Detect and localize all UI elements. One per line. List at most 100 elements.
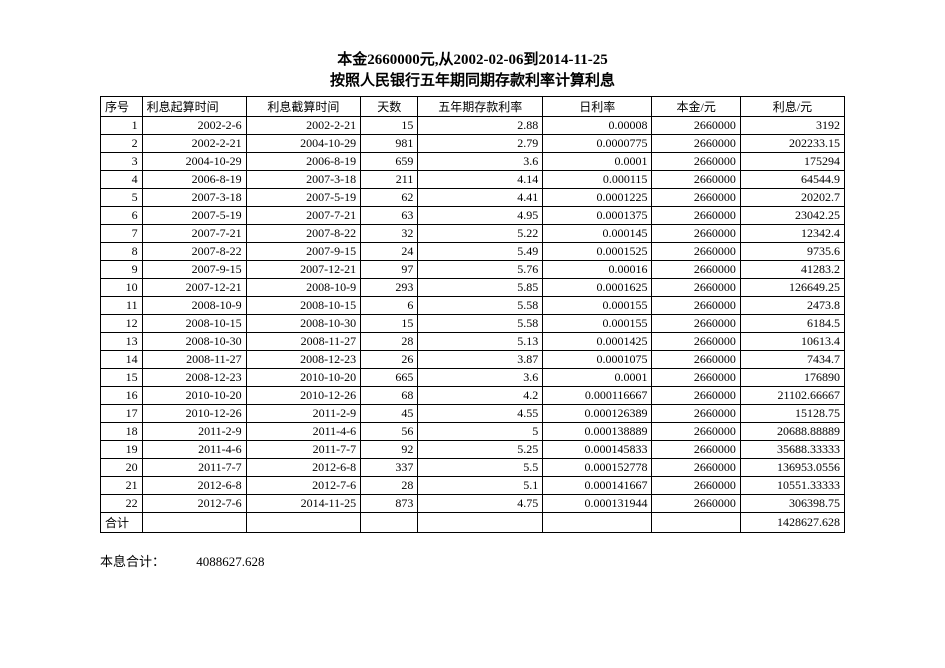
- cell: 18: [101, 423, 143, 441]
- col-end: 利息截算时间: [246, 97, 360, 117]
- cell: 4.75: [418, 495, 543, 513]
- col-start: 利息起算时间: [142, 97, 246, 117]
- cell: 5.85: [418, 279, 543, 297]
- cell: 8: [101, 243, 143, 261]
- total-row: 合计 1428627.628: [101, 513, 845, 533]
- total-blank: [652, 513, 740, 533]
- cell: 4.95: [418, 207, 543, 225]
- cell: 0.000131944: [543, 495, 652, 513]
- cell: 10551.33333: [740, 477, 844, 495]
- cell: 20202.7: [740, 189, 844, 207]
- cell: 0.000115: [543, 171, 652, 189]
- cell: 2660000: [652, 387, 740, 405]
- cell: 2002-2-21: [246, 117, 360, 135]
- cell: 2008-10-9: [142, 297, 246, 315]
- cell: 0.000155: [543, 297, 652, 315]
- cell: 2007-7-21: [142, 225, 246, 243]
- cell: 41283.2: [740, 261, 844, 279]
- cell: 2660000: [652, 423, 740, 441]
- cell: 2007-9-15: [246, 243, 360, 261]
- total-blank: [543, 513, 652, 533]
- cell: 5.1: [418, 477, 543, 495]
- cell: 3: [101, 153, 143, 171]
- cell: 2008-10-30: [246, 315, 360, 333]
- cell: 211: [361, 171, 418, 189]
- cell: 5.58: [418, 315, 543, 333]
- cell: 19: [101, 441, 143, 459]
- cell: 2660000: [652, 243, 740, 261]
- table-row: 92007-9-152007-12-21975.760.000162660000…: [101, 261, 845, 279]
- cell: 2008-11-27: [142, 351, 246, 369]
- cell: 11: [101, 297, 143, 315]
- cell: 0.000141667: [543, 477, 652, 495]
- cell: 2011-7-7: [246, 441, 360, 459]
- title-line1: 本金2660000元,从2002-02-06到2014-11-25: [100, 50, 845, 71]
- cell: 0.0000775: [543, 135, 652, 153]
- cell: 2660000: [652, 225, 740, 243]
- table-row: 12002-2-62002-2-21152.880.00008266000031…: [101, 117, 845, 135]
- cell: 873: [361, 495, 418, 513]
- cell: 2660000: [652, 135, 740, 153]
- cell: 6: [361, 297, 418, 315]
- cell: 2010-12-26: [246, 387, 360, 405]
- cell: 68: [361, 387, 418, 405]
- table-row: 142008-11-272008-12-23263.870.0001075266…: [101, 351, 845, 369]
- table-row: 212012-6-82012-7-6285.10.000141667266000…: [101, 477, 845, 495]
- cell: 2660000: [652, 495, 740, 513]
- cell: 4: [101, 171, 143, 189]
- table-row: 42006-8-192007-3-182114.140.000115266000…: [101, 171, 845, 189]
- cell: 4.41: [418, 189, 543, 207]
- cell: 20688.88889: [740, 423, 844, 441]
- cell: 2660000: [652, 261, 740, 279]
- cell: 9: [101, 261, 143, 279]
- cell: 0.0001225: [543, 189, 652, 207]
- cell: 126649.25: [740, 279, 844, 297]
- cell: 2011-2-9: [246, 405, 360, 423]
- cell: 2007-9-15: [142, 261, 246, 279]
- cell: 2012-7-6: [142, 495, 246, 513]
- cell: 2660000: [652, 351, 740, 369]
- total-blank: [142, 513, 246, 533]
- table-row: 202011-7-72012-6-83375.50.00015277826600…: [101, 459, 845, 477]
- cell: 2660000: [652, 171, 740, 189]
- cell: 32: [361, 225, 418, 243]
- cell: 21: [101, 477, 143, 495]
- cell: 2012-6-8: [246, 459, 360, 477]
- cell: 62: [361, 189, 418, 207]
- cell: 17: [101, 405, 143, 423]
- cell: 12342.4: [740, 225, 844, 243]
- total-blank: [246, 513, 360, 533]
- table-row: 172010-12-262011-2-9454.550.000126389266…: [101, 405, 845, 423]
- cell: 2010-10-20: [246, 369, 360, 387]
- cell: 22: [101, 495, 143, 513]
- col-index: 序号: [101, 97, 143, 117]
- table-row: 112008-10-92008-10-1565.580.000155266000…: [101, 297, 845, 315]
- interest-table: 序号 利息起算时间 利息截算时间 天数 五年期存款利率 日利率 本金/元 利息/…: [100, 96, 845, 533]
- cell: 0.000126389: [543, 405, 652, 423]
- cell: 35688.33333: [740, 441, 844, 459]
- cell: 2011-4-6: [142, 441, 246, 459]
- cell: 2010-10-20: [142, 387, 246, 405]
- cell: 64544.9: [740, 171, 844, 189]
- cell: 337: [361, 459, 418, 477]
- table-row: 132008-10-302008-11-27285.130.0001425266…: [101, 333, 845, 351]
- table-row: 192011-4-62011-7-7925.250.00014583326600…: [101, 441, 845, 459]
- cell: 2008-12-23: [246, 351, 360, 369]
- cell: 15128.75: [740, 405, 844, 423]
- table-row: 122008-10-152008-10-30155.580.0001552660…: [101, 315, 845, 333]
- cell: 28: [361, 333, 418, 351]
- table-row: 222012-7-62014-11-258734.750.00013194426…: [101, 495, 845, 513]
- cell: 2660000: [652, 189, 740, 207]
- col-rate: 五年期存款利率: [418, 97, 543, 117]
- cell: 0.0001525: [543, 243, 652, 261]
- col-days: 天数: [361, 97, 418, 117]
- cell: 2660000: [652, 153, 740, 171]
- cell: 20: [101, 459, 143, 477]
- cell: 5.25: [418, 441, 543, 459]
- cell: 1: [101, 117, 143, 135]
- cell: 293: [361, 279, 418, 297]
- cell: 0.000116667: [543, 387, 652, 405]
- cell: 2008-10-15: [142, 315, 246, 333]
- cell: 2002-2-21: [142, 135, 246, 153]
- cell: 5.49: [418, 243, 543, 261]
